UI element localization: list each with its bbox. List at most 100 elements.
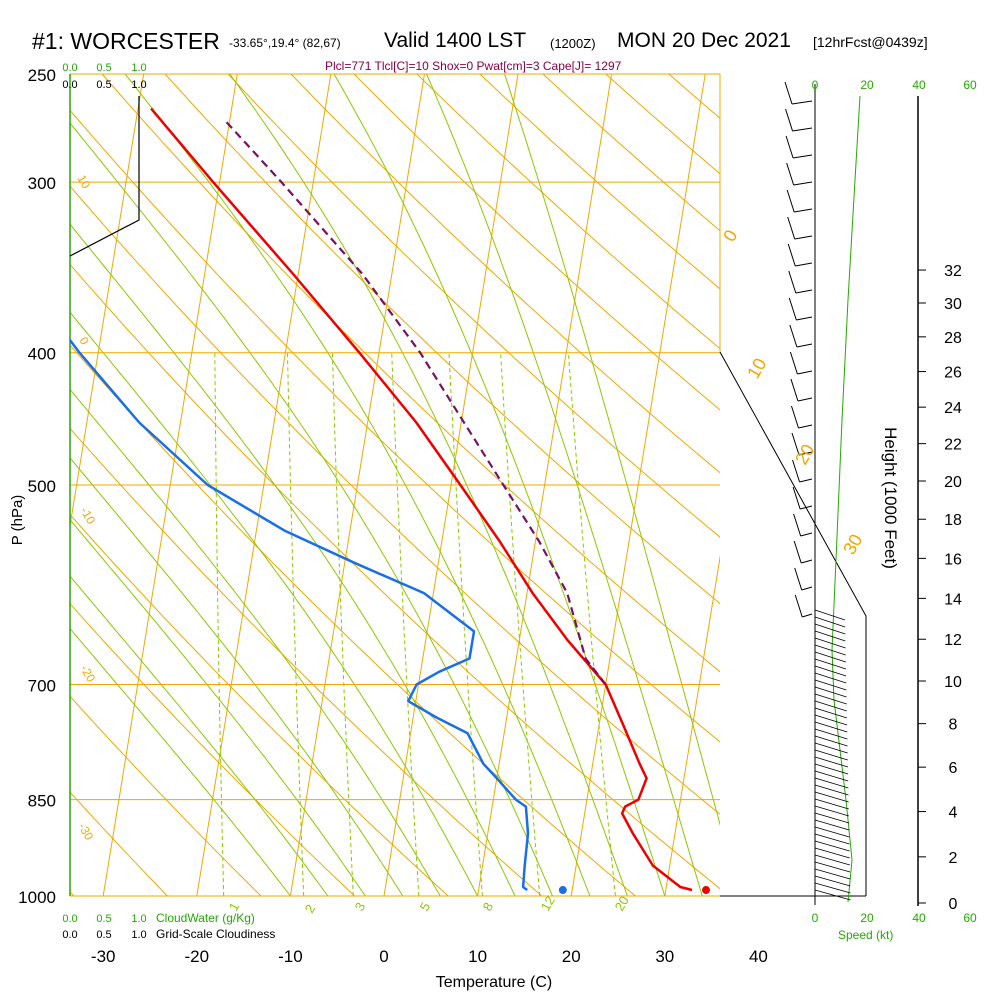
sounding-indices: Plcl=771 Tlcl[C]=10 Shox=0 Pwat[cm]=3 Ca…: [325, 59, 622, 73]
temperature-tick-label: -10: [278, 947, 303, 966]
wind-barb: [814, 805, 850, 817]
speed-tick-bottom: 0: [812, 911, 819, 925]
wind-barb: [814, 812, 850, 824]
wind-barb: [814, 609, 846, 621]
dry-adiabat-line: [70, 791, 168, 896]
height-tick-label: 2: [949, 850, 958, 867]
height-tick-label: 16: [944, 551, 962, 568]
dry-adiabat-line: [70, 344, 636, 896]
wind-barb: [814, 875, 851, 887]
wind-barb-flag: [801, 586, 813, 591]
wind-barb-flag: [794, 235, 813, 240]
wind-barb: [814, 791, 849, 803]
wind-barb: [814, 672, 847, 684]
wind-barb: [814, 819, 850, 831]
mixing-ratio-line: [331, 352, 354, 896]
dewpoint-profile: [70, 338, 530, 892]
wind-barb: [814, 658, 847, 670]
temperature-tick-label: -30: [91, 947, 116, 966]
wind-barb: [787, 216, 796, 240]
wind-barb: [814, 847, 850, 859]
wind-barb: [789, 324, 798, 348]
wind-barb: [814, 861, 851, 873]
wind-barb: [814, 616, 846, 628]
temperature-tick-label: 40: [749, 947, 768, 966]
y-axis-label: P (hPa): [9, 495, 26, 546]
temperature-tick-label: 0: [379, 947, 388, 966]
cloudwater-scale-top: 1.0: [131, 62, 146, 74]
mixing-ratio-line: [391, 352, 420, 896]
height-tick-label: 28: [944, 330, 962, 347]
height-tick-label: 8: [949, 717, 958, 734]
dry-adiabat-line: [353, 74, 720, 411]
height-tick-label: 6: [949, 760, 958, 777]
dry-adiabat-line: [227, 74, 720, 538]
wind-barb: [814, 868, 851, 880]
cloudwater-scale-bottom: 0.0: [62, 913, 77, 925]
wind-barb: [814, 749, 848, 761]
cloudiness-profile: [69, 96, 140, 257]
mixing-ratio-label: 2: [302, 902, 319, 916]
station-title: #1: WORCESTER: [32, 28, 220, 54]
moist-adiabat-line: [333, 74, 666, 896]
surface-temperature-dot: [702, 886, 711, 895]
wind-barb-flag: [793, 181, 813, 186]
dry-adiabat-line: [858, 74, 1000, 896]
pressure-tick-label: 300: [28, 174, 56, 193]
mixing-ratio-line: [287, 352, 305, 896]
temperature-tick-label: -20: [185, 947, 210, 966]
wind-barb: [784, 81, 793, 105]
wind-barb: [794, 567, 803, 591]
wind-barb-flag: [791, 100, 813, 105]
isotherm-label: 0: [76, 335, 92, 348]
cloudwater-label: CloudWater (g/Kg): [156, 911, 255, 925]
mixing-ratio-label: 20: [612, 893, 632, 913]
isotherm-label: 10: [74, 173, 93, 192]
wind-barb: [785, 108, 794, 132]
wind-barb-flag: [799, 505, 813, 510]
wind-barb: [814, 826, 850, 838]
dry-adiabat-line: [70, 263, 720, 890]
wind-barb-flag: [795, 289, 813, 294]
wind-barb: [814, 777, 849, 789]
parcel-profile: [223, 118, 607, 686]
speed-tick-bottom: 60: [963, 911, 977, 925]
moist-adiabat-line: [70, 122, 553, 896]
wind-barb: [814, 651, 846, 663]
speed-tick-top: 60: [963, 78, 977, 92]
wind-barb: [792, 486, 801, 510]
moist-adiabat-line: [70, 575, 329, 896]
wind-barb: [814, 840, 850, 852]
height-tick-label: 20: [944, 474, 962, 491]
wind-barb: [814, 714, 848, 726]
wind-barb: [814, 735, 848, 747]
cloudiness-scale-bottom: 0.5: [96, 929, 111, 941]
wind-speed-profile: [831, 95, 861, 903]
wind-barb: [791, 405, 799, 429]
height-tick-label: 0: [949, 896, 958, 913]
isotherm-line: [852, 74, 986, 896]
pressure-tick-label: 850: [28, 792, 56, 811]
wind-barb-flag: [798, 424, 813, 429]
isotherm-line: [664, 554, 720, 896]
wind-barb: [788, 297, 797, 321]
cloudiness-scale-top: 0.5: [96, 79, 111, 91]
dry-adiabat-line: [290, 74, 720, 474]
cloudiness-label: Grid-Scale Cloudiness: [156, 927, 275, 941]
dry-adiabat-line: [70, 185, 720, 815]
height-tick-label: 24: [944, 400, 962, 417]
wind-barb: [794, 594, 803, 618]
cloudwater-scale-bottom: 0.5: [96, 913, 111, 925]
isotherm-label: -30: [75, 821, 96, 843]
dry-adiabat-line: [70, 109, 720, 743]
pressure-tick-label: 500: [28, 477, 56, 496]
wind-barb-flag: [797, 397, 813, 402]
valid-time: Valid 1400 LST: [384, 29, 527, 52]
station-coords: -33.65°,19.4° (82,67): [229, 36, 341, 50]
forecast-run: [12hrFcst@0439z]: [813, 34, 928, 50]
wind-barb: [814, 854, 851, 866]
wind-barb: [814, 756, 849, 768]
wind-barb-flag: [802, 613, 813, 618]
panel-boundary: [719, 351, 867, 896]
